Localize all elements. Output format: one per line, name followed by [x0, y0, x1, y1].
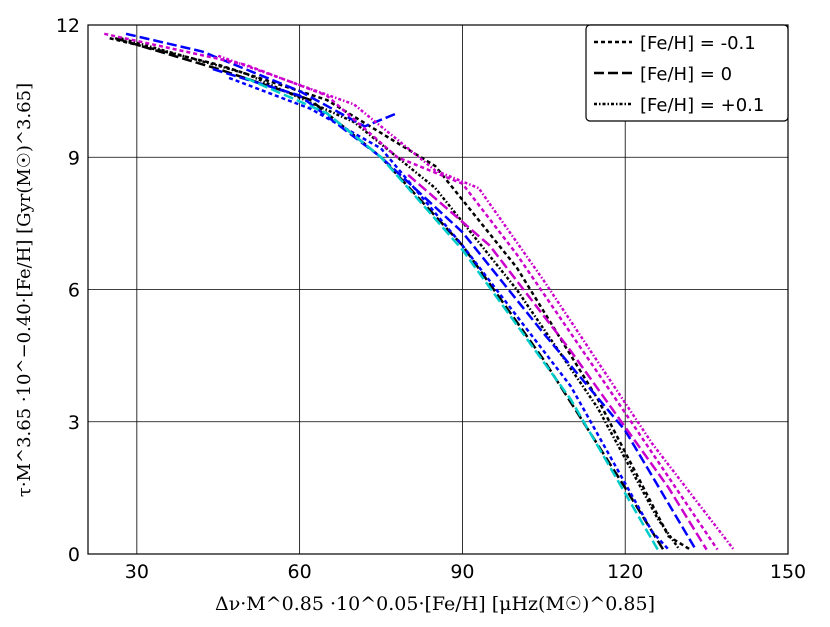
x-axis-label: Δν·M^0.85 ·10^0.05·[Fe/H] [μHz(M☉)^0.85] — [215, 593, 655, 615]
series-line — [109, 37, 691, 551]
series-line — [407, 173, 708, 551]
series-line — [228, 76, 670, 551]
x-tick-label: 60 — [288, 561, 312, 583]
legend-label: [Fe/H] = -0.1 — [640, 33, 756, 54]
legend: [Fe/H] = -0.1 [Fe/H] = 0 [Fe/H] = +0.1 — [585, 24, 789, 122]
x-tick-label: 120 — [607, 561, 643, 583]
legend-label: [Fe/H] = 0 — [640, 64, 732, 85]
series-line — [244, 76, 659, 551]
x-tick-label: 90 — [450, 561, 474, 583]
y-tick-label: 9 — [68, 147, 80, 169]
y-axis-label: τ·M^3.65 ·10^−0.40·[Fe/H] [Gyr(M☉)^3.65] — [14, 83, 35, 497]
legend-box — [585, 24, 789, 122]
y-tick-label: 6 — [68, 280, 80, 302]
y-tick-label: 12 — [56, 15, 80, 37]
series-line — [217, 54, 735, 551]
series-line — [104, 32, 719, 551]
plot-frame — [87, 24, 789, 555]
y-tick-label: 0 — [68, 544, 80, 566]
x-tick-label: 150 — [770, 561, 806, 583]
y-tick-label: 3 — [68, 412, 80, 434]
series-line — [114, 37, 665, 551]
legend-label: [Fe/H] = +0.1 — [640, 95, 764, 116]
series-line — [212, 67, 697, 551]
x-tick-label: 30 — [125, 561, 149, 583]
series-line — [120, 37, 681, 551]
